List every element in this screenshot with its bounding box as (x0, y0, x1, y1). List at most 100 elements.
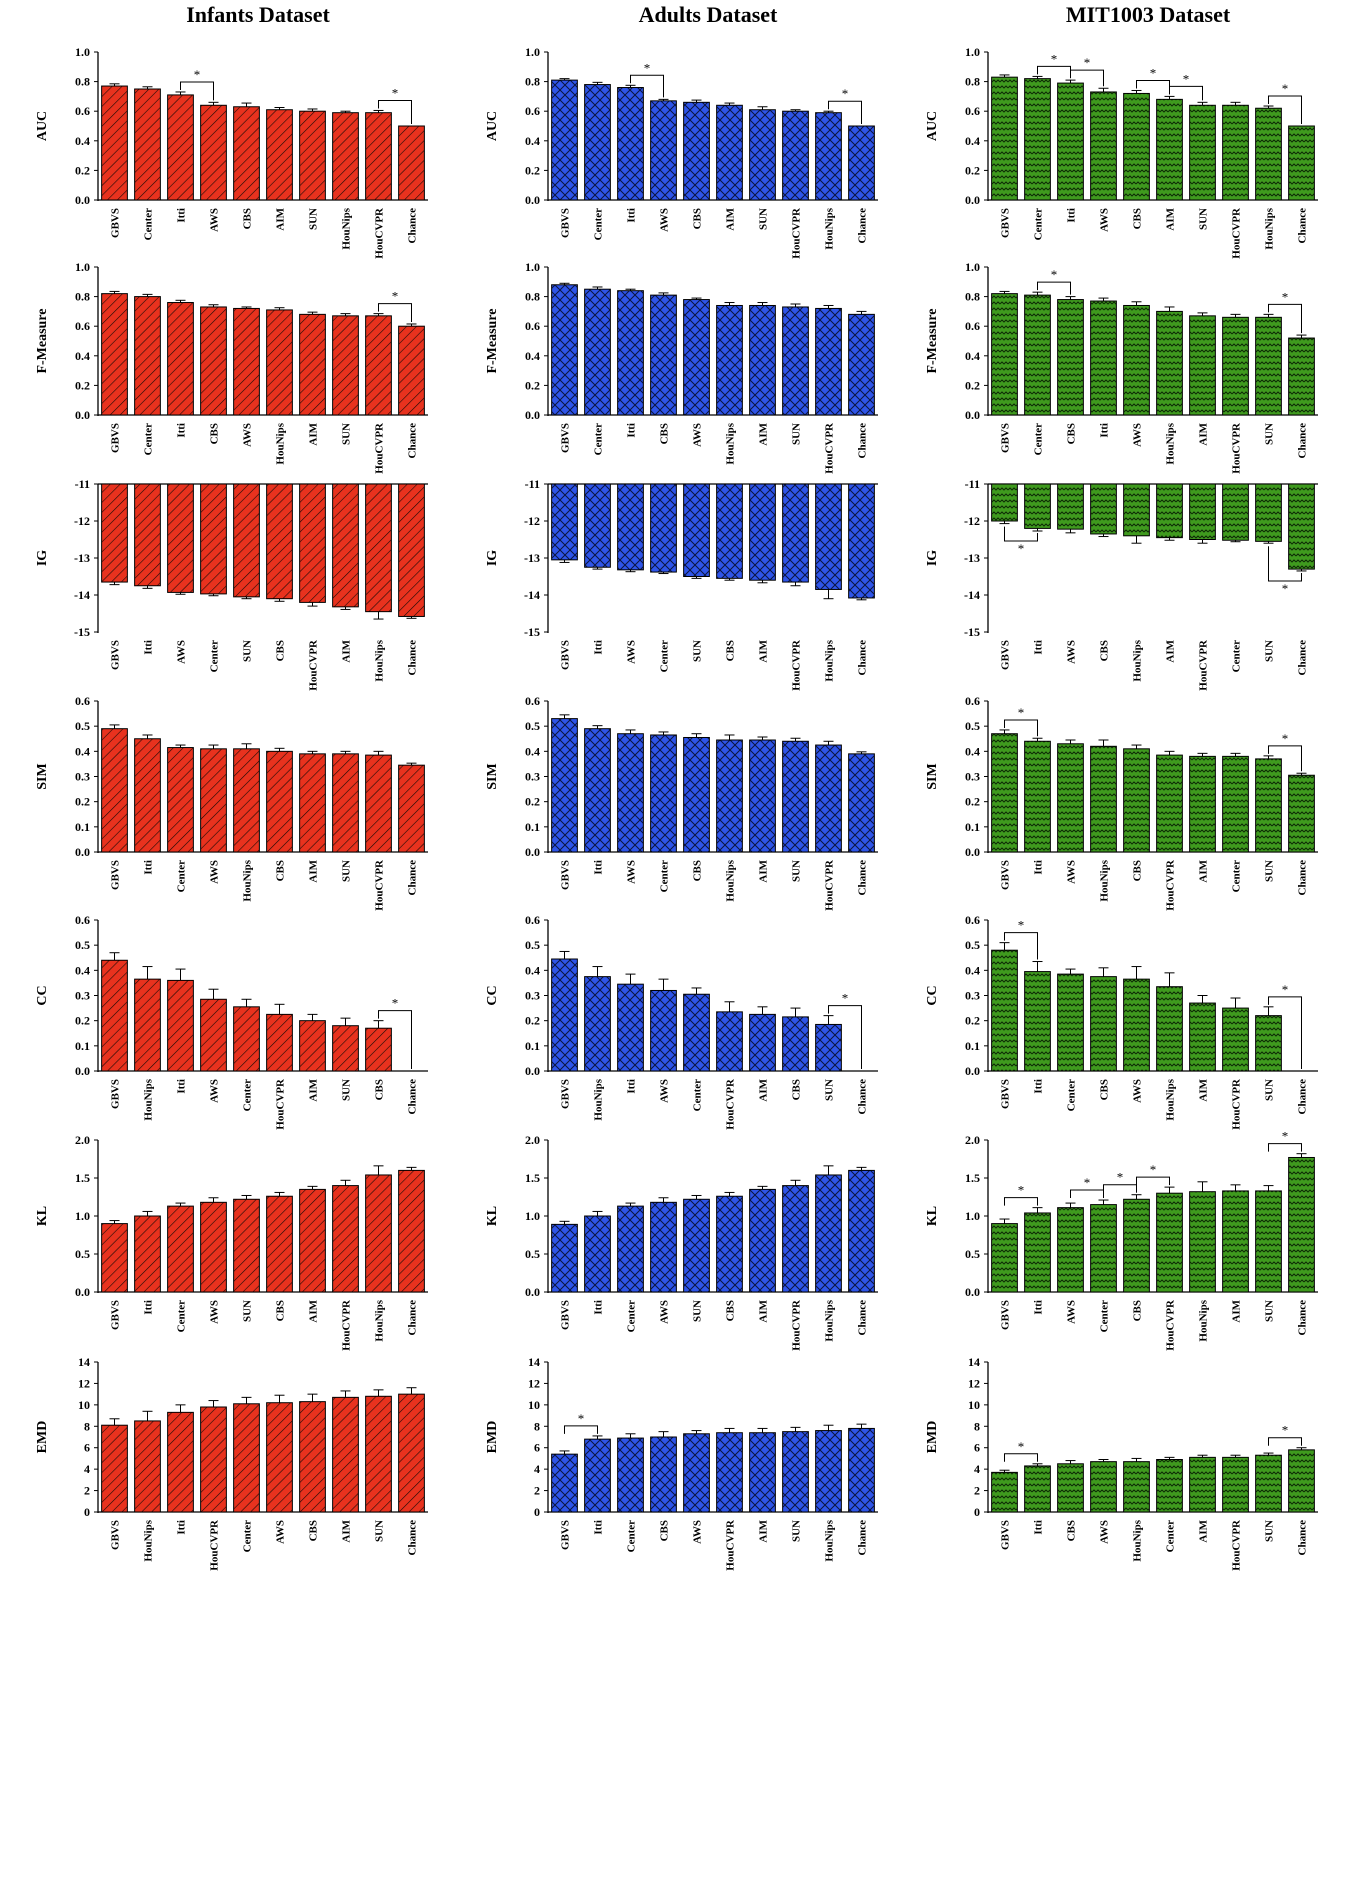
category-label: Center (626, 1300, 638, 1332)
y-tick-label: -14 (524, 588, 540, 602)
significance-bracket (1070, 69, 1104, 87)
y-tick-label: 0 (84, 1505, 90, 1519)
title-infants: Infants Dataset (186, 2, 330, 27)
category-label: AIM (275, 207, 287, 230)
y-tick-label: 0.5 (75, 938, 90, 952)
y-axis-label: AUC (925, 111, 940, 141)
y-tick-label: 0 (534, 1505, 540, 1519)
category-label: AIM (725, 207, 737, 230)
y-tick-label: 0.5 (75, 719, 90, 733)
bar (1123, 304, 1150, 416)
y-tick-label: 0.0 (965, 1064, 980, 1078)
significance-star: * (1282, 289, 1289, 304)
y-tick-label: 0.0 (75, 193, 90, 207)
significance-bracket (1136, 1176, 1170, 1186)
bar (101, 1223, 128, 1293)
y-tick-label: -15 (964, 625, 980, 639)
category-label: HouCVPR (308, 639, 320, 691)
bar (551, 1223, 578, 1293)
category-label: Center (659, 860, 671, 892)
significance-bracket (1004, 1453, 1038, 1462)
bar (584, 976, 611, 1072)
category-label: HouNips (824, 207, 836, 249)
y-tick-label: 0.4 (525, 744, 540, 758)
category-label: Itti (1033, 1079, 1045, 1094)
category-label: AIM (308, 1078, 320, 1101)
bar (991, 1223, 1018, 1293)
bar (716, 1195, 743, 1293)
y-tick-label: 0.2 (525, 1014, 540, 1028)
significance-bracket (630, 74, 664, 98)
bar (332, 1025, 359, 1072)
category-label: Itti (1099, 423, 1111, 438)
category-label: AWS (209, 1079, 221, 1103)
significance-star: * (842, 991, 849, 1006)
bar (1189, 1456, 1216, 1513)
y-tick-label: 0.4 (525, 349, 540, 363)
bar (650, 294, 677, 416)
bar (398, 1393, 425, 1513)
bar (101, 85, 128, 201)
bar (584, 1438, 611, 1513)
category-label: GBVS (560, 423, 572, 453)
bar (1024, 1212, 1051, 1293)
y-tick-label: 0.6 (75, 694, 90, 708)
y-tick-label: 0.6 (525, 104, 540, 118)
category-label: CBS (659, 423, 671, 444)
category-label: Chance (1297, 860, 1309, 896)
bar (584, 483, 611, 568)
category-label: AIM (1165, 639, 1177, 662)
y-tick-label: -11 (965, 477, 980, 491)
bar (1255, 1454, 1282, 1513)
bar (716, 1432, 743, 1513)
category-label: Center (176, 1300, 188, 1332)
category-label: Center (1099, 1300, 1111, 1332)
bar (299, 1188, 326, 1293)
bar (134, 738, 161, 853)
category-label: AIM (1198, 422, 1210, 445)
significance-star: * (1018, 1439, 1025, 1454)
bar (1057, 743, 1084, 853)
significance-bracket (1070, 1189, 1104, 1199)
bar (551, 284, 578, 416)
y-tick-label: 1.0 (525, 260, 540, 274)
category-label: Center (209, 640, 221, 672)
y-tick-label: 0.4 (965, 963, 980, 977)
y-tick-label: 0.3 (525, 770, 540, 784)
category-label: GBVS (560, 640, 572, 670)
significance-star: * (842, 86, 849, 101)
bar (332, 112, 359, 201)
category-label: HouNips (1132, 639, 1144, 681)
bar (683, 736, 710, 853)
category-label: CBS (692, 860, 704, 881)
category-label: Chance (407, 208, 419, 244)
y-tick-label: 0.2 (965, 163, 980, 177)
bar (584, 84, 611, 201)
category-label: Chance (407, 423, 419, 459)
y-tick-label: 1.0 (965, 45, 980, 59)
category-label: Itti (1033, 1520, 1045, 1535)
chart-ig-2: -15 -14 -13 -12 -11 IG GBVS Itti AWS CBS HouNips AI… (925, 477, 1318, 691)
category-label: SUN (791, 1520, 803, 1542)
category-label: GBVS (560, 860, 572, 890)
y-tick-label: 0.4 (965, 744, 980, 758)
y-axis-label: IG (35, 550, 50, 566)
bar (266, 109, 293, 201)
category-label: HouCVPR (791, 207, 803, 259)
y-tick-label: 0.0 (965, 408, 980, 422)
bar (617, 733, 644, 853)
y-tick-label: 0.1 (965, 820, 980, 834)
bar (1024, 971, 1051, 1072)
category-label: HouCVPR (791, 1299, 803, 1351)
category-label: SUN (1264, 1079, 1276, 1101)
significance-bracket (1268, 745, 1302, 772)
category-label: HouNips (275, 422, 287, 464)
category-label: SUN (758, 208, 770, 230)
y-axis-label: SIM (35, 763, 50, 789)
y-tick-label: 0.3 (75, 989, 90, 1003)
category-label: HouNips (374, 1299, 386, 1341)
bar (200, 104, 227, 201)
category-label: HouCVPR (725, 1519, 737, 1571)
category-label: HouNips (143, 1519, 155, 1561)
bar (1189, 755, 1216, 853)
